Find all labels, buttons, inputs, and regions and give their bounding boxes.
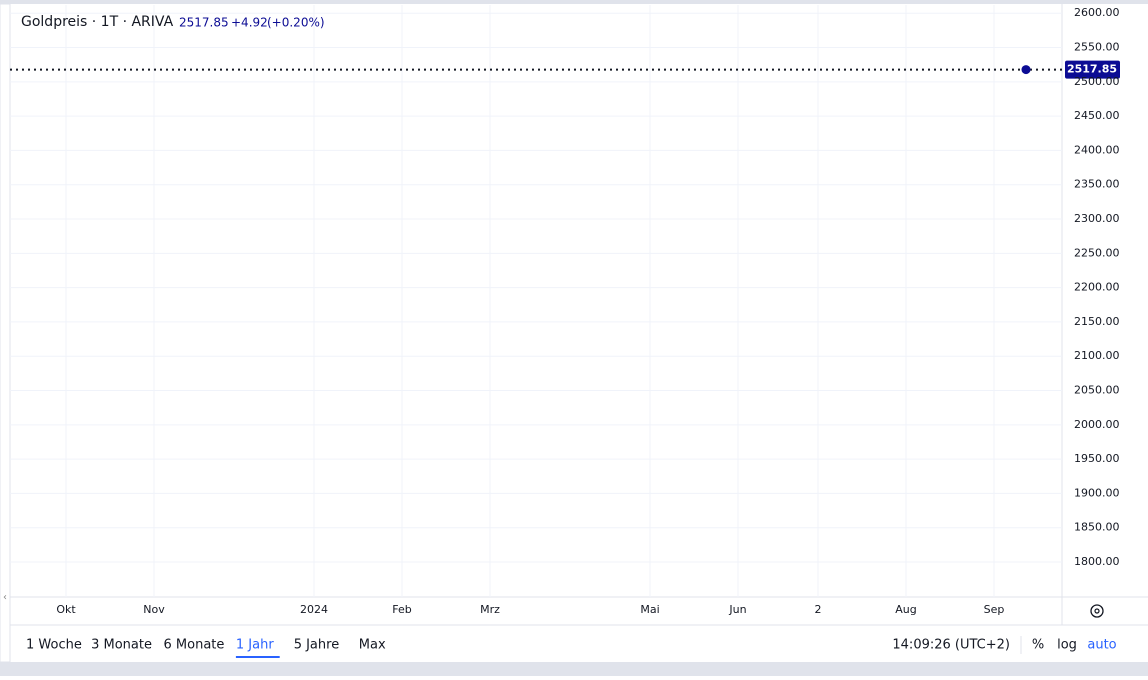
price: 2517.85 xyxy=(179,16,229,30)
y-tick-label: 1850.00 xyxy=(1074,521,1120,534)
y-tick-label: 1800.00 xyxy=(1074,555,1120,568)
range-button[interactable]: 6 Monate xyxy=(164,638,225,653)
collapse-arrow[interactable]: ‹ xyxy=(3,592,7,603)
y-tick-label: 1900.00 xyxy=(1074,486,1120,499)
last-point xyxy=(1021,65,1031,75)
change: +4.92 xyxy=(231,16,268,30)
x-tick-label: Sep xyxy=(984,603,1005,616)
y-tick-label: 2600.00 xyxy=(1074,6,1120,19)
y-tick-label: 2550.00 xyxy=(1074,41,1120,54)
scale-option[interactable]: log xyxy=(1057,638,1077,653)
toolbar: 1 Woche 3 Monate 6 Monate 1 Jahr 5 Jahre Max 1… xyxy=(26,636,1117,658)
y-tick-label: 2300.00 xyxy=(1074,212,1120,225)
scale-option[interactable]: % xyxy=(1032,638,1044,653)
range-button[interactable]: 5 Jahre xyxy=(294,638,340,653)
y-tick-label: 2050.00 xyxy=(1074,384,1120,397)
bottom-border xyxy=(0,662,1148,676)
y-tick-label: 2100.00 xyxy=(1074,349,1120,362)
y-tick-label: 2150.00 xyxy=(1074,315,1120,328)
x-tick-label: Mai xyxy=(640,603,659,616)
plot: 2517.85 xyxy=(10,60,1120,79)
y-tick-label: 2500.00 xyxy=(1074,75,1120,88)
chart-title: Goldpreis · 1T · ARIVA xyxy=(21,14,174,30)
price-label: 2517.85 xyxy=(1067,63,1117,76)
gear-hub[interactable] xyxy=(1094,608,1100,614)
y-tick-label: 2000.00 xyxy=(1074,418,1120,431)
gear[interactable] xyxy=(1090,604,1104,618)
y-tick-label: 2400.00 xyxy=(1074,143,1120,156)
x-tick-label: Okt xyxy=(56,603,76,616)
x-tick-label: Jun xyxy=(728,603,746,616)
price-label-box xyxy=(1065,60,1120,79)
x-tick-label: Mrz xyxy=(480,603,500,616)
grid xyxy=(10,5,1062,597)
range-button[interactable]: Max xyxy=(359,638,386,653)
range-button[interactable]: 1 Woche xyxy=(26,638,82,653)
x-tick-label: 2024 xyxy=(300,603,328,616)
x-tick-label: Nov xyxy=(143,603,165,616)
x-tick-label: Feb xyxy=(392,603,411,616)
scale-option[interactable]: auto xyxy=(1087,638,1116,653)
left-strip xyxy=(0,3,11,663)
top-border xyxy=(0,0,1148,4)
y-tick-label: 2450.00 xyxy=(1074,109,1120,122)
range-button[interactable]: 1 Jahr xyxy=(236,638,274,653)
y-tick-label: 1950.00 xyxy=(1074,452,1120,465)
x-tick-label: 2 xyxy=(815,603,822,616)
y-tick-label: 2250.00 xyxy=(1074,246,1120,259)
clock: 14:09:26 (UTC+2) xyxy=(892,638,1010,653)
y-tick-label: 2200.00 xyxy=(1074,281,1120,294)
change-pct: (+0.20%) xyxy=(267,16,325,30)
y-tick-label: 2350.00 xyxy=(1074,178,1120,191)
range-button[interactable]: 3 Monate xyxy=(91,638,152,653)
settings-icon[interactable] xyxy=(1090,604,1104,618)
x-tick-label: Aug xyxy=(895,603,916,616)
